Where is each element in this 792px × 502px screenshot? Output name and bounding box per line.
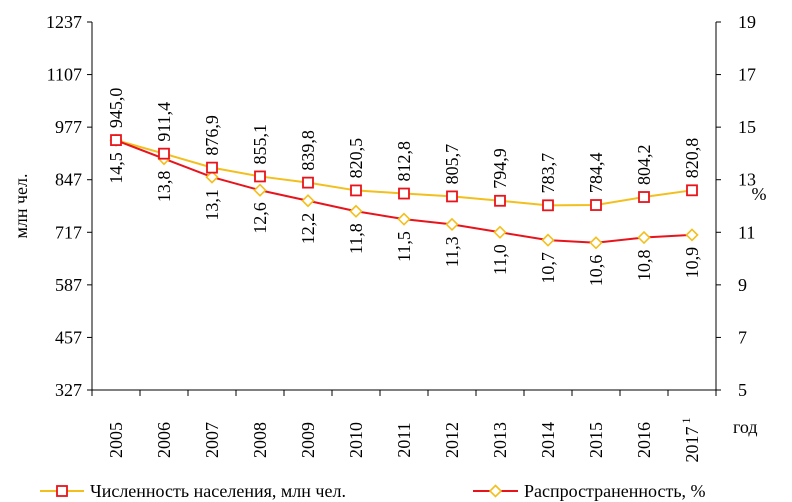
data-point-population: [302, 176, 314, 189]
data-point-prevalence: [637, 230, 651, 245]
y-axis-right-title: %: [752, 184, 767, 204]
right-tick-label: 15: [738, 117, 756, 137]
data-label-population: 783,7: [538, 153, 558, 194]
data-point-population: [686, 184, 698, 197]
data-label-prevalence: 11,8: [346, 223, 366, 254]
x-tick-label: 2013: [490, 422, 510, 458]
data-label-prevalence: 11,5: [394, 231, 414, 262]
right-tick-label: 13: [738, 170, 756, 190]
right-tick-label: 11: [738, 222, 755, 242]
x-tick-label: 2016: [634, 422, 654, 458]
x-tick-label: 2011: [394, 422, 414, 457]
x-tick-label: 2009: [298, 422, 318, 458]
data-label-prevalence: 10,9: [682, 247, 702, 279]
data-label-prevalence: 10,6: [586, 255, 606, 286]
data-point-population: [350, 184, 362, 197]
x-tick-label: 2014: [538, 422, 558, 458]
data-label-population: 839,8: [298, 130, 318, 171]
data-label-prevalence: 11,3: [442, 236, 462, 267]
x-tick-label: 2015: [586, 422, 606, 458]
x-tick-label: 2010: [346, 422, 366, 458]
data-point-population: [254, 170, 266, 183]
data-label-prevalence: 12,2: [298, 213, 318, 245]
data-label-population: 784,4: [586, 153, 606, 194]
y-axis-left-title: млн чел.: [11, 173, 31, 238]
x-tick-label: 2012: [442, 422, 462, 458]
data-point-population: [206, 161, 218, 174]
x-tick-label: 2008: [250, 422, 270, 458]
data-label-population: 945,0: [106, 88, 126, 129]
data-label-population: 876,9: [202, 115, 222, 156]
x-tick-label: 2005: [106, 422, 126, 458]
left-tick-label: 587: [55, 275, 82, 295]
left-tick-label: 1107: [47, 65, 82, 85]
data-label-population: 812,8: [394, 141, 414, 182]
x-tick-label: 2017 1: [679, 418, 702, 463]
legend-label-prevalence: Распространенность, %: [524, 481, 706, 501]
right-tick-label: 17: [738, 65, 756, 85]
data-label-prevalence: 11,0: [490, 244, 510, 275]
data-point-population: [110, 134, 122, 146]
data-label-prevalence: 14,5: [106, 152, 126, 184]
data-point-prevalence: [205, 170, 219, 184]
data-point-population: [446, 190, 458, 203]
data-label-population: 804,2: [634, 145, 654, 186]
data-point-population: [590, 199, 602, 211]
data-point-prevalence: [445, 217, 459, 232]
data-label-population: 911,4: [154, 102, 174, 142]
data-label-prevalence: 10,7: [538, 252, 558, 284]
data-label-population: 820,8: [682, 138, 702, 179]
data-point-population: [398, 187, 410, 200]
left-tick-label: 457: [55, 327, 82, 347]
data-point-prevalence: [493, 225, 507, 239]
data-label-prevalence: 13,1: [202, 189, 222, 221]
data-point-prevalence: [397, 212, 411, 226]
left-tick-label: 1237: [46, 12, 82, 32]
right-tick-label: 5: [738, 380, 747, 400]
data-point-population: [542, 199, 554, 212]
x-tick-superscript: 1: [679, 418, 693, 427]
x-tick-label: 2007: [202, 422, 222, 458]
legend-label-population: Численность населения, млн чел.: [90, 481, 346, 501]
x-axis-title: год: [733, 417, 758, 437]
data-point-prevalence: [541, 233, 555, 247]
right-tick-label: 7: [738, 327, 747, 347]
left-tick-label: 847: [55, 170, 82, 190]
data-label-prevalence: 10,8: [634, 250, 654, 281]
data-point-prevalence: [589, 236, 603, 250]
left-tick-label: 977: [55, 117, 82, 137]
data-point-prevalence: [253, 183, 267, 197]
data-point-prevalence: [349, 204, 363, 218]
data-point-population: [158, 147, 170, 160]
data-label-population: 855,1: [250, 124, 270, 165]
legend-marker-prevalence: [488, 484, 503, 498]
legend: Численность населения, млн чел. Распростр…: [40, 481, 706, 501]
x-tick-label: 2006: [154, 422, 174, 458]
data-label-prevalence: 13,8: [154, 171, 174, 203]
data-label-population: 794,9: [490, 148, 510, 189]
legend-marker-population: [56, 485, 68, 497]
data-label-prevalence: 12,6: [250, 202, 270, 234]
data-point-population: [638, 191, 650, 203]
data-label-population: 805,7: [442, 144, 462, 185]
data-point-population: [494, 194, 506, 207]
data-label-population: 820,5: [346, 138, 366, 179]
data-point-prevalence: [301, 194, 315, 208]
right-tick-label: 9: [738, 275, 747, 295]
left-tick-label: 717: [55, 222, 82, 242]
right-tick-label: 19: [738, 12, 756, 32]
left-tick-label: 327: [55, 380, 82, 400]
data-point-prevalence: [685, 228, 699, 242]
